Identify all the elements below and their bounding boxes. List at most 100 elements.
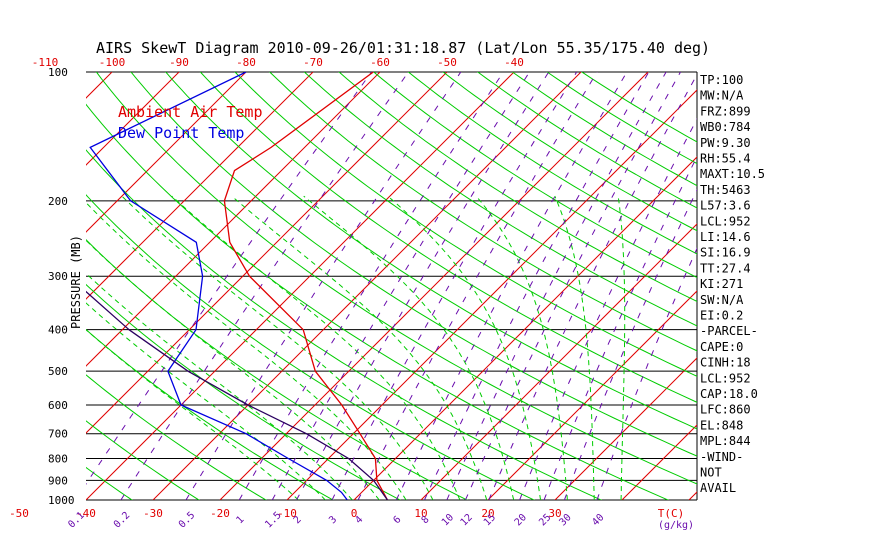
isotherm-line (219, 72, 649, 500)
isotherm-line (86, 72, 515, 500)
dry-adiabat-line (269, 72, 697, 352)
dry-adiabat-line (86, 283, 402, 500)
top-temp-tick: -40 (504, 56, 524, 69)
dry-adiabat-line (338, 72, 697, 303)
dry-adiabat-line (0, 68, 78, 510)
index-item: KI:271 (700, 277, 743, 291)
index-item: -WIND- (700, 450, 743, 464)
top-temp-tick: -100 (99, 56, 126, 69)
index-item: NOT (700, 466, 722, 480)
isotherm-line (286, 89, 697, 500)
mixing-ratio-label: 4 (353, 514, 365, 526)
index-item: EI:0.2 (700, 309, 743, 323)
mixing-ratio-label: 40 (590, 512, 606, 528)
index-item: LCL:952 (700, 214, 751, 228)
index-item: RH:55.4 (700, 152, 751, 166)
mixing-ratio-line (423, 72, 650, 500)
mixing-ratio-line (357, 72, 598, 500)
mixing-ratio-label: 6 (392, 514, 404, 526)
bottom-temp-tick: -40 (76, 507, 96, 520)
dry-adiabat-line (165, 72, 697, 430)
bottom-temp-tick: -20 (210, 507, 230, 520)
bottom-temp-tick: 0 (351, 507, 358, 520)
mixing-ratio-label: 2 (292, 514, 304, 526)
bottom-temp-tick: -10 (277, 507, 297, 520)
dry-adiabat-line (86, 194, 536, 500)
mixing-ratio-line (519, 118, 697, 500)
isotherm-line (86, 72, 448, 434)
moist-adiabat-line (121, 195, 434, 500)
pressure-tick: 400 (48, 324, 68, 337)
index-item: PW:9.30 (700, 136, 751, 150)
pressure-tick: 200 (48, 195, 68, 208)
top-temp-tick: -110 (32, 56, 59, 69)
index-item: MPL:844 (700, 434, 751, 448)
plot-lines (0, 68, 697, 510)
mixing-ratio-unit: (g/kg) (658, 520, 694, 531)
mixing-ratio-label: 10 (440, 512, 456, 528)
isotherm-line (86, 72, 314, 300)
mixing-ratio-line (271, 72, 530, 500)
mixing-ratio-line (465, 72, 681, 500)
bottom-temp-tick: -30 (143, 507, 163, 520)
mixing-ratio-line (488, 73, 697, 500)
isotherm-line (621, 424, 697, 500)
dry-adiabat-line (442, 72, 697, 232)
dry-adiabat-line (86, 328, 334, 500)
index-item: LI:14.6 (700, 230, 751, 244)
mixing-ratio-label: 0.2 (112, 510, 133, 531)
index-item: TH:5463 (700, 183, 751, 197)
mixing-ratio-label: 20 (513, 512, 529, 528)
top-temp-tick: -80 (236, 56, 256, 69)
pressure-tick: 1000 (48, 494, 75, 507)
mixing-ratio-line (596, 247, 697, 500)
dry-adiabat-line (511, 72, 697, 187)
moist-adiabat-line (86, 272, 353, 500)
mixing-ratio-line (331, 72, 578, 500)
index-item: CAPE:0 (700, 340, 743, 354)
top-temp-tick: -70 (303, 56, 323, 69)
mixing-ratio-line (86, 72, 372, 485)
dry-adiabat-line (373, 72, 697, 279)
isotherm-line (420, 223, 697, 500)
moist-adiabat-line (171, 195, 461, 500)
dry-adiabat-line (476, 72, 697, 209)
dry-adiabat-line (86, 149, 603, 500)
isotherm-line (86, 72, 381, 367)
top-temp-tick: -50 (437, 56, 457, 69)
dry-adiabat-line (95, 72, 697, 485)
mixing-ratio-line (563, 188, 697, 500)
mixing-ratio-label: 0.5 (177, 510, 198, 531)
moist-adiabat-line (554, 195, 595, 500)
dry-adiabat-line (234, 72, 697, 377)
mixing-ratio-line (543, 155, 697, 500)
dry-adiabat-line (130, 72, 697, 457)
moist-adiabat-line (617, 196, 626, 500)
index-item: EL:848 (700, 418, 743, 432)
moist-adiabat-line (231, 195, 488, 500)
isotherm-line (86, 72, 247, 233)
dry-adiabat-line (0, 68, 10, 510)
isotherm-line (152, 72, 582, 500)
pressure-tick: 500 (48, 365, 68, 378)
pressure-tick: 700 (48, 428, 68, 441)
mixing-ratio-line (120, 72, 409, 500)
moist-adiabat-line (303, 195, 515, 500)
index-item: CAP:18.0 (700, 387, 758, 401)
mixing-ratio-label: 8 (420, 514, 432, 526)
index-item: LCL:952 (700, 371, 751, 385)
profile-dew-point-temp (89, 72, 348, 500)
pressure-tick: 100 (48, 66, 68, 79)
isotherm-line (487, 290, 697, 500)
index-item: WB0:784 (700, 120, 751, 134)
moist-adiabat-line (475, 195, 568, 500)
index-item: SW:N/A (700, 293, 744, 307)
index-item: FRZ:899 (700, 104, 751, 118)
index-item: MW:N/A (700, 89, 744, 103)
legend-ambient-air-temp: Ambient Air Temp (118, 103, 263, 121)
y-axis-label: PRESSURE (MB) (69, 235, 83, 329)
mixing-ratio-line (296, 72, 550, 500)
profile-parcel (86, 290, 389, 500)
